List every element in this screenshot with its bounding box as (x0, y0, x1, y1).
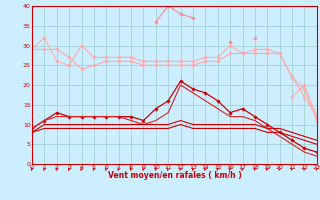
X-axis label: Vent moyen/en rafales ( km/h ): Vent moyen/en rafales ( km/h ) (108, 171, 241, 180)
